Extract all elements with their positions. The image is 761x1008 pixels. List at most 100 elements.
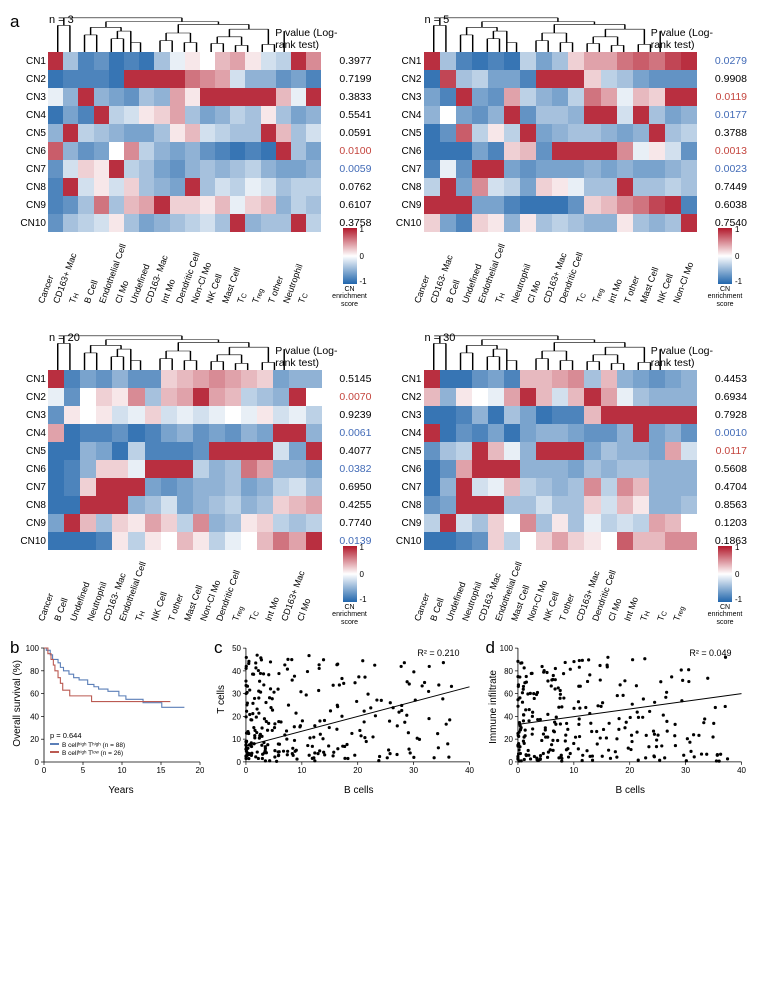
heatmap-cell — [665, 406, 681, 424]
heatmap-cells — [424, 514, 698, 532]
heatmap-cell — [472, 124, 488, 142]
heatmap-cells — [424, 214, 698, 232]
heatmap-cell — [633, 478, 649, 496]
heatmap-cell — [241, 514, 257, 532]
pvalue: 0.9239 — [324, 409, 372, 421]
heatmap-cell — [245, 124, 260, 142]
heatmap-cell — [200, 142, 215, 160]
heatmap-cell — [520, 532, 536, 550]
svg-text:60: 60 — [30, 690, 39, 699]
heatmap-cell — [306, 178, 321, 196]
svg-text:60: 60 — [504, 690, 513, 699]
heatmap-cell — [536, 160, 552, 178]
row-label: CN10 — [14, 218, 48, 229]
heatmap-cell — [273, 460, 289, 478]
colorbar-tick: -1 — [360, 277, 367, 286]
heatmap-cell — [665, 370, 681, 388]
heatmap-cell — [124, 124, 139, 142]
heatmap-cell — [276, 214, 291, 232]
heatmap-cell — [681, 478, 697, 496]
heatmap-cell — [291, 124, 306, 142]
heatmap-cell — [456, 70, 472, 88]
heatmap-row: CN40.0061 — [14, 424, 372, 442]
heatmap-cell — [230, 214, 245, 232]
heatmap-cells — [48, 406, 322, 424]
colorbar-tick: 0 — [735, 252, 739, 261]
heatmap-cell — [568, 196, 584, 214]
heatmap-cell — [665, 442, 681, 460]
pvalue: 0.5145 — [324, 373, 372, 385]
pvalue: 0.6038 — [699, 199, 747, 211]
colorbar-label: CN enrichmentscore — [328, 286, 372, 308]
heatmap-cell — [289, 424, 305, 442]
heatmap-cell — [424, 178, 440, 196]
svg-text:R² = 0.049: R² = 0.049 — [689, 648, 731, 658]
heatmap-cell — [128, 496, 144, 514]
heatmap-cells — [424, 178, 698, 196]
heatmap-cell — [94, 106, 109, 124]
bottom-panels: b Overall survival (%) 02040608010005101… — [14, 640, 747, 796]
heatmap-cell — [200, 88, 215, 106]
heatmap-cell — [185, 88, 200, 106]
row-label: CN9 — [14, 200, 48, 211]
heatmap-row: CN70.4704 — [390, 478, 748, 496]
heatmap-cell — [601, 178, 617, 196]
heatmap-row: CN40.0010 — [390, 424, 748, 442]
heatmap-cells — [424, 442, 698, 460]
heatmap-cell — [185, 196, 200, 214]
heatmap-cell — [424, 214, 440, 232]
heatmap-cell — [649, 142, 665, 160]
heatmap-cell — [109, 124, 124, 142]
svg-text:100: 100 — [26, 644, 40, 653]
heatmap-cell — [552, 106, 568, 124]
heatmap-cell — [112, 406, 128, 424]
heatmap-cell — [80, 370, 96, 388]
heatmap-cell — [257, 388, 273, 406]
heatmap-cell — [139, 142, 154, 160]
heatmap-cell — [291, 178, 306, 196]
heatmap-cell — [230, 70, 245, 88]
heatmap-cell — [504, 214, 520, 232]
colorbar-tick: 0 — [360, 570, 364, 579]
svg-text:20: 20 — [504, 735, 513, 744]
heatmap-cell — [306, 160, 321, 178]
heatmap-cell — [257, 514, 273, 532]
colorbar-tick: 0 — [360, 252, 364, 261]
heatmap-cells — [424, 52, 698, 70]
heatmap-cell — [94, 142, 109, 160]
heatmap-cell — [124, 196, 139, 214]
heatmap-row: CN20.7199 — [14, 70, 372, 88]
heatmap-rows: CN10.0279CN20.9908CN30.0119CN40.0177CN50… — [390, 52, 748, 232]
heatmap-cell — [472, 442, 488, 460]
heatmap-cell — [665, 478, 681, 496]
heatmap-row: CN100.1863 — [390, 532, 748, 550]
heatmap-cell — [584, 532, 600, 550]
row-label: CN3 — [14, 92, 48, 103]
heatmap-cell — [128, 532, 144, 550]
heatmap-cell — [241, 442, 257, 460]
heatmap-cell — [488, 214, 504, 232]
heatmap-cell — [154, 70, 169, 88]
pvalue: 0.0119 — [699, 91, 747, 103]
heatmap-cell — [306, 514, 322, 532]
heatmap-cell — [617, 52, 633, 70]
heatmap-cell — [440, 124, 456, 142]
heatmap-cell — [552, 514, 568, 532]
heatmap-cell — [124, 106, 139, 124]
heatmap-cell — [681, 178, 697, 196]
heatmap-cell — [472, 496, 488, 514]
heatmap-cells — [424, 460, 698, 478]
heatmap-cell — [665, 52, 681, 70]
row-label: CN5 — [14, 446, 48, 457]
heatmap-cell — [289, 406, 305, 424]
heatmap-cell — [488, 52, 504, 70]
svg-text:30: 30 — [409, 766, 418, 775]
heatmap-cell — [665, 160, 681, 178]
heatmap-cell — [177, 514, 193, 532]
heatmap-cell — [568, 124, 584, 142]
svg-text:20: 20 — [625, 766, 634, 775]
heatmap-cell — [261, 88, 276, 106]
heatmap-cell — [145, 460, 161, 478]
scatter-c-plot: T cells 01020304050010203040R² = 0.210 — [218, 640, 476, 785]
heatmap-cell — [185, 160, 200, 178]
